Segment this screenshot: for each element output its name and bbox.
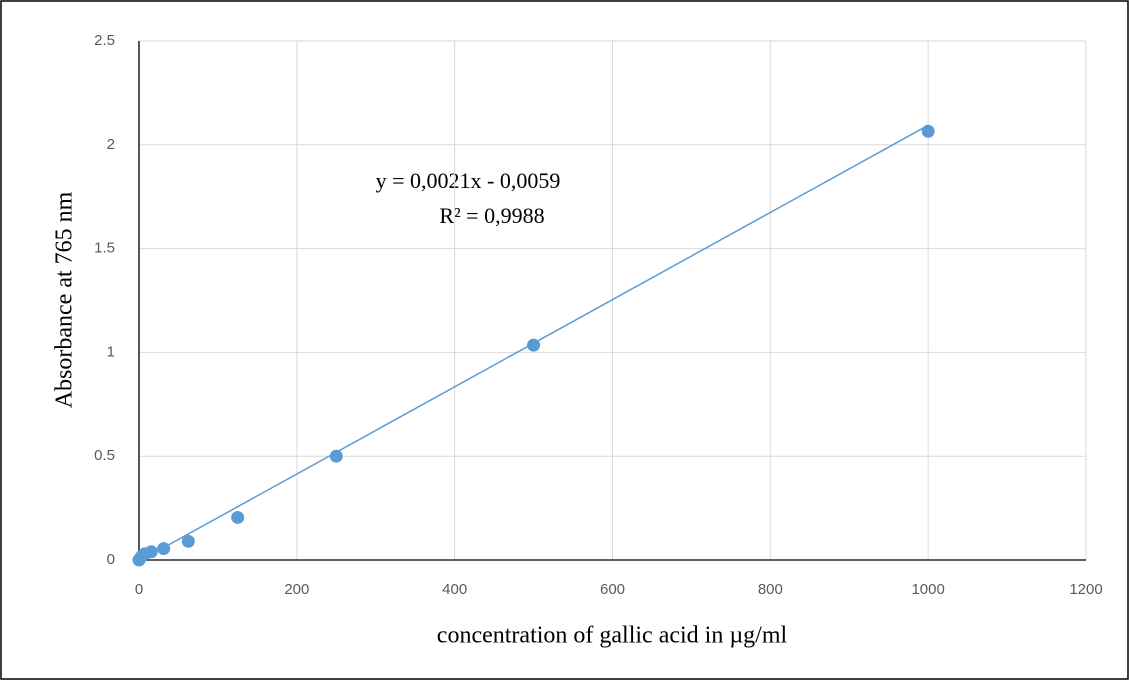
data-point bbox=[181, 534, 195, 548]
y-tick-label: 0 bbox=[107, 551, 115, 568]
data-point bbox=[144, 545, 158, 559]
x-tick-label: 200 bbox=[284, 581, 309, 598]
data-point bbox=[157, 542, 171, 556]
y-tick-label: 2.5 bbox=[94, 32, 115, 49]
x-tick-label: 1000 bbox=[911, 581, 944, 598]
x-tick-label: 400 bbox=[442, 581, 467, 598]
y-tick-label: 1 bbox=[107, 343, 115, 360]
y-tick-label: 1.5 bbox=[94, 240, 115, 257]
data-point bbox=[329, 449, 343, 463]
y-tick-label: 0.5 bbox=[94, 447, 115, 464]
x-tick-label: 0 bbox=[135, 581, 143, 598]
x-tick-label: 800 bbox=[758, 581, 783, 598]
r-squared: R² = 0,9988 bbox=[439, 203, 544, 228]
x-tick-label: 1200 bbox=[1069, 581, 1102, 598]
data-point bbox=[921, 124, 935, 138]
trendline-equation: y = 0,0021x - 0,0059 bbox=[376, 168, 561, 193]
data-point bbox=[527, 338, 541, 352]
data-point bbox=[231, 510, 245, 524]
y-tick-label: 2 bbox=[107, 136, 115, 153]
x-axis-title: concentration of gallic acid in µg/ml bbox=[437, 623, 788, 649]
x-tick-label: 600 bbox=[600, 581, 625, 598]
y-axis-title: Absorbance at 765 nm bbox=[52, 191, 78, 408]
